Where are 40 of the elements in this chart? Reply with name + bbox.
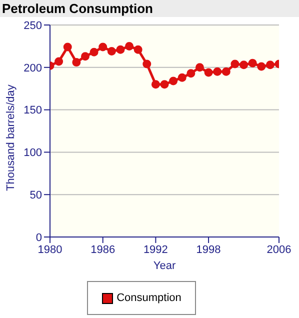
y-tick-label: 150 [24, 104, 42, 117]
point [222, 67, 230, 76]
point [160, 80, 169, 89]
y-tick-label: 0 [36, 232, 42, 244]
point [54, 57, 64, 66]
point [230, 60, 240, 68]
point [186, 69, 196, 78]
y-axis-title: Thousand barrels/day [4, 84, 17, 191]
point [90, 48, 98, 56]
y-tick-label: 50 [30, 190, 42, 202]
x-tick-label: 1986 [90, 244, 116, 256]
x-axis-title: Year [153, 260, 176, 272]
point [125, 42, 134, 50]
x-tick-label: 1992 [143, 244, 168, 256]
point [248, 58, 257, 68]
point [178, 73, 186, 82]
x-tick-label: 1998 [196, 244, 221, 256]
y-tick-label: 200 [24, 62, 42, 74]
y-tick-label: 250 [24, 20, 42, 32]
chart-title: Petroleum Consumption [0, 0, 299, 17]
point [266, 60, 274, 70]
x-tick-label: 1980 [38, 244, 62, 256]
point [151, 80, 160, 89]
point [257, 62, 266, 71]
point [169, 76, 178, 86]
point [116, 45, 125, 54]
x-tick-label: 2006 [266, 244, 292, 256]
point [213, 67, 222, 76]
legend-label: Consumption [116, 292, 182, 304]
point [240, 60, 248, 70]
point [107, 47, 116, 56]
y-tick-label: 100 [24, 147, 42, 160]
point [142, 60, 152, 68]
point [98, 42, 108, 52]
point [195, 63, 204, 72]
point [80, 52, 90, 61]
point [72, 58, 81, 67]
point [204, 68, 213, 77]
point [134, 45, 142, 54]
point [63, 42, 72, 52]
